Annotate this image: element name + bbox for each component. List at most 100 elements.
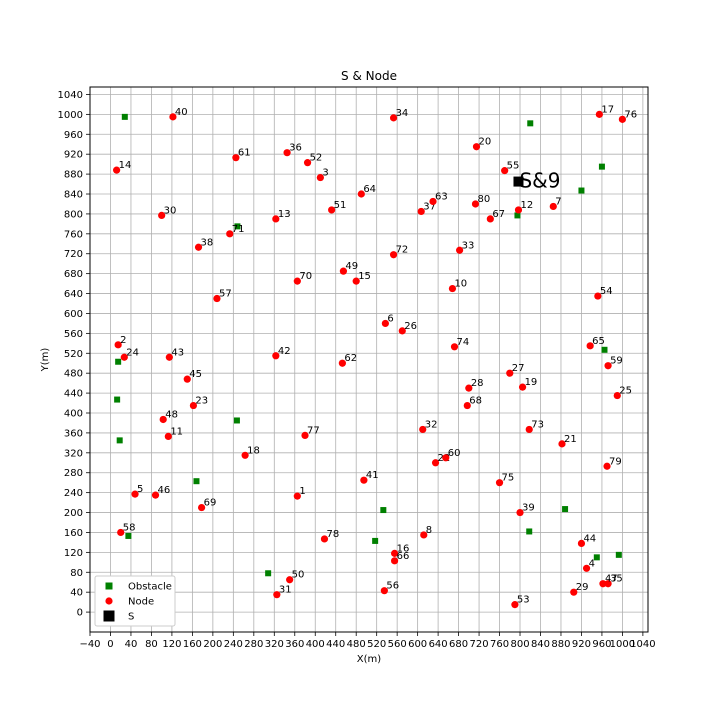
node-label: 80 [477,194,490,205]
node-label: 48 [165,409,178,420]
node-marker [320,535,329,543]
y-tick-label: 400 [64,409,83,420]
y-tick-label: 80 [70,568,83,579]
node-marker [357,190,365,198]
node-label: 43 [171,347,184,358]
x-tick-label: 680 [449,639,468,650]
node-marker [303,159,312,167]
node-marker [159,415,167,424]
node-label: 69 [204,498,217,509]
node-marker [352,277,360,285]
x-tick-label: 840 [531,639,550,650]
node-marker [183,375,191,383]
node-label: 64 [363,184,376,195]
node-marker [511,601,519,609]
s-label: S&9 [519,169,560,193]
node-label: 10 [454,279,467,290]
legend-s-marker [103,610,115,622]
obstacle-marker [125,532,132,539]
node-label: 29 [576,582,589,593]
obstacle-marker [527,120,534,127]
x-tick-label: 40 [125,639,138,650]
node-label: 3 [322,168,328,179]
y-tick-label: 680 [64,269,83,280]
node-label: 79 [609,456,622,467]
y-tick-label: 40 [70,588,83,599]
node-label: 30 [164,205,177,216]
node-marker [226,230,234,238]
node-label: 18 [247,445,260,456]
x-tick-label: 800 [510,639,529,650]
obstacle-marker [593,554,600,561]
node-marker [603,462,611,470]
grid [89,87,648,632]
node-marker [117,528,125,537]
node-marker [486,215,494,223]
x-tick-label: 160 [183,639,202,650]
node-marker [389,114,398,122]
x-tick-label: 480 [347,639,366,650]
plot-frame [89,86,649,633]
node-marker [613,391,621,400]
node-label: 67 [492,209,505,220]
node-marker [293,277,301,285]
obstacle-marker [615,551,622,558]
node-marker [442,454,450,462]
y-tick-label: 0 [77,608,83,619]
x-tick-label: 640 [429,639,448,650]
node-marker [120,353,128,361]
node-marker [429,197,437,206]
node-label: 4 [589,558,595,569]
node-marker [514,206,523,214]
y-tick-label: 440 [64,389,83,400]
y-tick-label: 360 [64,428,83,439]
node-label: 52 [310,153,323,164]
y-axis-ticks: 0 40 80 120 160 200 240 280 320 360 400 440 480 520 56… [58,90,90,619]
y-tick-label: 800 [64,209,83,220]
node-marker [604,580,612,588]
node-label: 26 [404,321,417,332]
node-label: 13 [278,209,291,220]
node-label: 31 [279,585,292,596]
node-marker [516,508,524,517]
obstacle-marker [116,437,123,444]
node-marker [599,580,607,588]
node-label: 53 [517,595,530,606]
node-marker [113,166,121,174]
node-marker [506,369,514,377]
x-tick-label: 1000 [610,639,635,650]
y-tick-label: 240 [64,488,83,499]
node-label: 35 [610,574,623,585]
x-tick-label: 320 [265,639,284,650]
node-marker [293,492,301,500]
node-label: 15 [358,271,371,282]
node-marker [165,353,173,361]
node-marker [194,243,203,251]
node-marker [131,490,139,498]
chart-title: S & Node [341,69,397,83]
node-label: 70 [299,271,312,282]
node-marker [164,432,172,440]
node-label: 41 [366,470,379,481]
x-tick-label: 240 [224,639,243,650]
node-marker [472,143,481,151]
node-label: 17 [601,104,614,115]
s-marker [513,176,524,187]
y-tick-label: 1000 [58,110,83,121]
y-axis-label: Y(m) [40,348,51,373]
node-marker [389,251,398,259]
node-marker [586,342,594,350]
node-marker [241,451,249,459]
node-label: 54 [600,286,613,297]
y-tick-label: 640 [64,289,83,300]
node-label: 75 [502,473,515,484]
node-label: 37 [423,201,436,212]
node-label: 7 [555,196,561,207]
node-marker [272,352,280,360]
node-marker [618,115,627,123]
x-tick-label: 960 [592,639,611,650]
node-marker [525,425,533,434]
x-tick-label: 200 [203,639,222,650]
node-marker [419,425,427,434]
s-series: S&9 [513,169,560,193]
